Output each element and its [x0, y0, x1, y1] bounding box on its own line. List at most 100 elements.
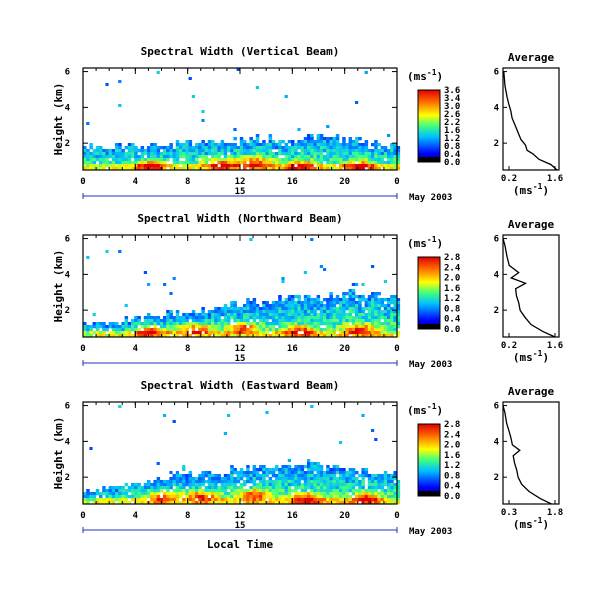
- y-axis-label: Height (km): [52, 417, 65, 490]
- heatmap-cell: [143, 149, 148, 153]
- heatmap-cell: [310, 468, 314, 472]
- heatmap-cell: [243, 146, 247, 150]
- heatmap-cell: [313, 462, 317, 466]
- heatmap-cell: [169, 477, 173, 481]
- heatmap-cell: [198, 155, 202, 159]
- heatmap-cell: [275, 301, 279, 305]
- heatmap-cell: [223, 313, 228, 317]
- heatmap-cell: [348, 140, 353, 144]
- heatmap-cell: [243, 325, 247, 329]
- heatmap-cell: [172, 322, 177, 326]
- heatmap-cell: [252, 152, 257, 156]
- heatmap-cell: [319, 331, 324, 335]
- heatmap-cell: [179, 492, 183, 496]
- heatmap-cell: [284, 474, 289, 478]
- heatmap-cell: [163, 331, 167, 335]
- heatmap-cell: [313, 477, 317, 481]
- heatmap-cell: [243, 334, 247, 338]
- heatmap-cell: [204, 334, 209, 338]
- heatmap-cell: [374, 474, 378, 478]
- average-y-tick-label: 2: [494, 139, 499, 149]
- heatmap-cell: [329, 498, 333, 502]
- heatmap-cell: [268, 489, 273, 493]
- heatmap-cell: [345, 492, 349, 496]
- colorbar-gradient: [417, 89, 441, 163]
- heatmap-cell: [367, 489, 372, 493]
- heatmap-cell: [316, 301, 321, 305]
- heatmap-cell: [364, 71, 368, 74]
- heatmap-cell: [307, 331, 311, 335]
- heatmap-cell: [233, 149, 237, 153]
- heatmap-cell: [236, 480, 241, 484]
- heatmap-cell: [271, 498, 276, 502]
- heatmap-cell: [195, 316, 199, 320]
- heatmap-cell: [262, 155, 266, 159]
- heatmap-cell: [335, 328, 340, 332]
- heatmap-cell: [207, 140, 212, 144]
- heatmap-cell: [348, 158, 353, 162]
- heatmap-cell: [303, 316, 308, 320]
- heatmap-cell: [310, 495, 314, 499]
- heatmap-cell: [345, 164, 349, 168]
- heatmap-cell: [281, 158, 285, 162]
- heatmap-cell: [159, 158, 164, 162]
- heatmap-cell: [351, 501, 356, 505]
- heatmap-cell: [105, 325, 109, 329]
- heatmap-cell: [259, 316, 263, 320]
- heatmap-cell: [204, 501, 209, 505]
- heatmap-cell: [108, 322, 113, 326]
- heatmap-cell: [284, 167, 289, 171]
- heatmap-cell: [364, 301, 369, 305]
- heatmap-cell: [239, 319, 244, 323]
- heatmap-cell: [291, 304, 295, 308]
- heatmap-cell: [332, 480, 337, 484]
- heatmap-cell: [249, 307, 253, 311]
- heatmap-cell: [105, 155, 109, 159]
- heatmap-cell: [230, 167, 234, 171]
- heatmap-cell: [243, 474, 247, 478]
- x-tick-label: 16: [287, 511, 298, 521]
- heatmap-cell: [307, 310, 311, 314]
- heatmap-cell: [297, 322, 301, 326]
- y-tick-label: 6: [65, 68, 70, 78]
- heatmap-cell: [249, 334, 253, 338]
- heatmap-cell: [371, 480, 375, 484]
- heatmap-cell: [358, 334, 362, 338]
- heatmap-cell: [156, 489, 161, 493]
- heatmap-cell: [284, 301, 289, 305]
- heatmap-cell: [195, 143, 199, 147]
- heatmap-cell: [175, 331, 180, 335]
- heatmap-cell: [326, 486, 330, 490]
- heatmap-cell: [390, 331, 394, 335]
- heatmap-cell: [118, 334, 122, 338]
- heatmap-cell: [387, 325, 391, 329]
- heatmap-cell: [207, 325, 212, 329]
- heatmap-cell: [367, 155, 372, 159]
- heatmap-cell: [182, 328, 186, 332]
- heatmap-cell: [342, 316, 346, 320]
- heatmap-cell: [111, 334, 116, 338]
- x-tick-label: 8: [185, 177, 190, 187]
- heatmap-cell: [342, 149, 346, 153]
- heatmap-cell: [387, 322, 391, 326]
- heatmap-cell: [214, 489, 218, 493]
- heatmap-cell: [396, 167, 401, 171]
- heatmap-cell: [262, 331, 266, 335]
- heatmap-cell: [220, 167, 225, 171]
- heatmap-cell: [255, 164, 260, 168]
- heatmap-cell: [303, 483, 308, 487]
- heatmap-cell: [230, 313, 234, 317]
- heatmap-cell: [367, 158, 372, 162]
- heatmap-cell: [233, 480, 237, 484]
- heatmap-cell: [131, 319, 135, 323]
- heatmap-cell: [377, 334, 381, 338]
- heatmap-cell: [284, 495, 289, 499]
- heatmap-cell: [198, 486, 202, 490]
- heatmap-cell: [239, 149, 244, 153]
- heatmap-cell: [201, 322, 205, 326]
- heatmap-cell: [227, 414, 231, 417]
- heatmap-cell: [307, 501, 311, 505]
- heatmap-cell: [284, 313, 289, 317]
- heatmap-cell: [374, 319, 378, 323]
- heatmap-cell: [265, 167, 269, 171]
